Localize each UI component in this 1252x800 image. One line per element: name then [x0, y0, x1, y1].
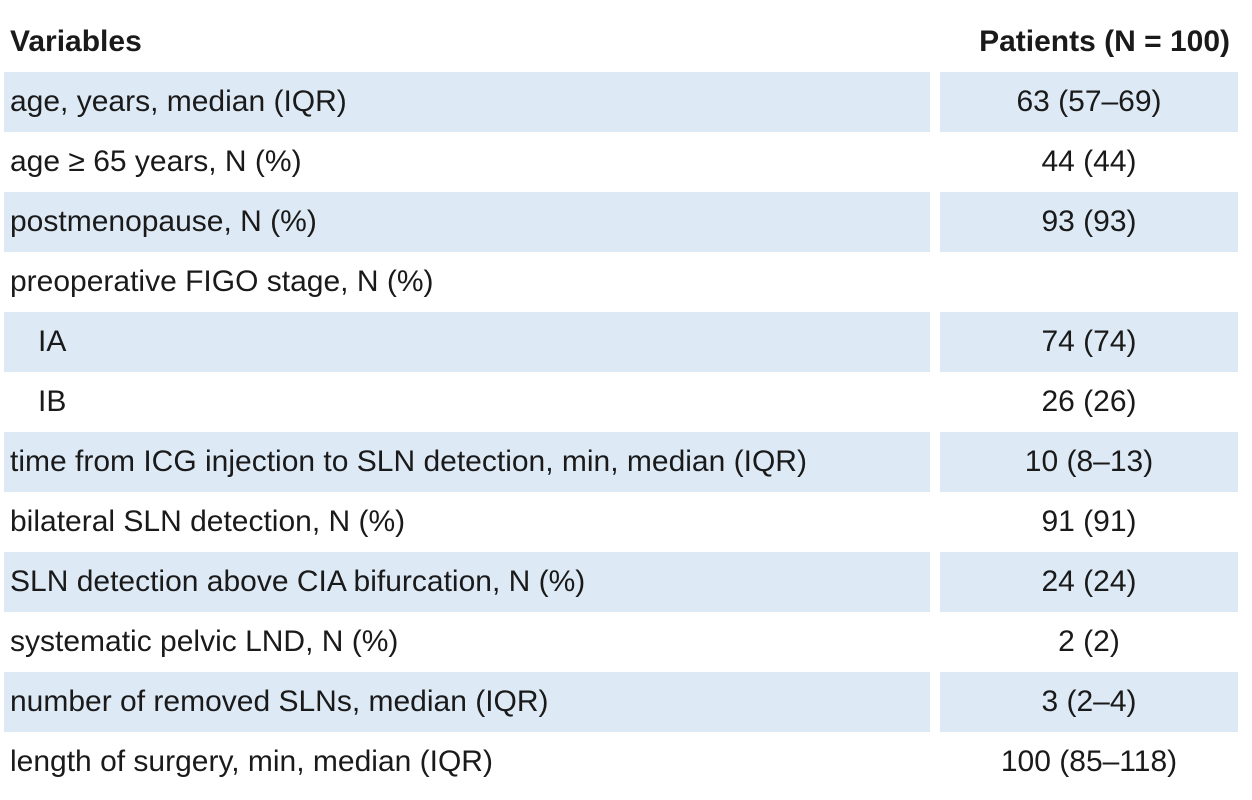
row-patients-value	[940, 252, 1238, 312]
row-variable-label: preoperative FIGO stage, N (%)	[10, 265, 434, 298]
row-patients-value: 63 (57–69)	[940, 72, 1238, 132]
row-patients-value: 3 (2–4)	[940, 672, 1238, 732]
table-row: systematic pelvic LND, N (%) 2 (2)	[0, 612, 1252, 672]
header-variables: Variables	[10, 25, 142, 58]
row-variable-label: time from ICG injection to SLN detection…	[4, 432, 930, 492]
table-row: IA 74 (74)	[0, 312, 1252, 372]
row-patients-value: 74 (74)	[940, 312, 1238, 372]
table-row: postmenopause, N (%) 93 (93)	[0, 192, 1252, 252]
table-row: length of surgery, min, median (IQR) 100…	[0, 732, 1252, 792]
row-patients-value: 100 (85–118)	[1000, 745, 1178, 778]
row-variable-label: postmenopause, N (%)	[4, 192, 930, 252]
table-header-row: Variables Patients (N = 100)	[0, 0, 1252, 72]
table-row: age, years, median (IQR) 63 (57–69)	[0, 72, 1252, 132]
header-patients: Patients (N = 100)	[979, 25, 1230, 58]
row-variable-label: age, years, median (IQR)	[4, 72, 930, 132]
row-variable-label: systematic pelvic LND, N (%)	[10, 625, 399, 658]
table-row: bilateral SLN detection, N (%) 91 (91)	[0, 492, 1252, 552]
table-row: preoperative FIGO stage, N (%)	[0, 252, 1252, 312]
table-row: time from ICG injection to SLN detection…	[0, 432, 1252, 492]
row-patients-value: 10 (8–13)	[940, 432, 1238, 492]
row-patients-value: 24 (24)	[940, 552, 1238, 612]
row-variable-label: length of surgery, min, median (IQR)	[10, 745, 493, 778]
row-variable-label: number of removed SLNs, median (IQR)	[4, 672, 930, 732]
row-patients-value: 93 (93)	[940, 192, 1238, 252]
row-variable-label: SLN detection above CIA bifurcation, N (…	[4, 552, 930, 612]
row-variable-label: IB	[38, 385, 67, 418]
row-variable-label: age ≥ 65 years, N (%)	[10, 145, 302, 178]
row-patients-value: 44 (44)	[1041, 145, 1137, 178]
row-patients-value: 2 (2)	[1058, 625, 1120, 658]
row-variable-label: bilateral SLN detection, N (%)	[10, 505, 406, 538]
table-row: SLN detection above CIA bifurcation, N (…	[0, 552, 1252, 612]
row-patients-value: 91 (91)	[1041, 505, 1137, 538]
row-patients-value: 26 (26)	[1041, 385, 1137, 418]
table-row: age ≥ 65 years, N (%) 44 (44)	[0, 132, 1252, 192]
table-row: IB 26 (26)	[0, 372, 1252, 432]
table-row: number of removed SLNs, median (IQR) 3 (…	[0, 672, 1252, 732]
row-variable-label: IA	[4, 312, 930, 372]
